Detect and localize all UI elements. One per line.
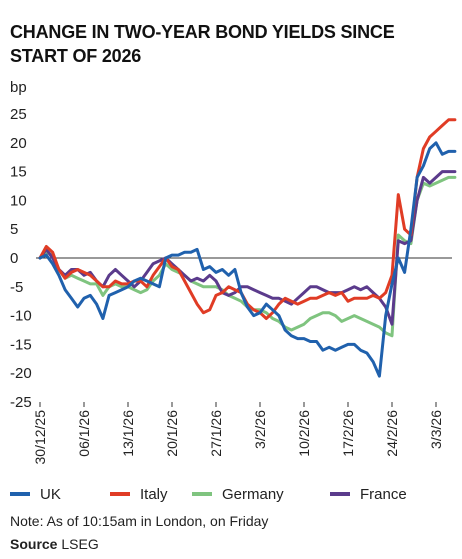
legend: UK Italy Germany France (10, 484, 450, 504)
source-label: Source (10, 536, 58, 552)
y-tick-label: -10 (10, 308, 32, 325)
x-tick-label: 24/2/26 (384, 410, 400, 457)
legend-label-france: France (360, 485, 407, 503)
legend-item-germany: Germany (192, 484, 284, 504)
y-tick-label: 5 (10, 221, 18, 238)
x-tick-label: 10/2/26 (296, 410, 312, 457)
x-tick-label: 30/12/25 (32, 410, 48, 465)
chart-note: Note: As of 10:15am in London, on Friday (10, 513, 269, 529)
legend-item-italy: Italy (110, 484, 168, 504)
legend-item-uk: UK (10, 484, 61, 504)
legend-label-uk: UK (40, 485, 61, 503)
y-tick-label: 25 (10, 106, 27, 123)
legend-item-france: France (330, 484, 407, 504)
x-tick-label: 27/1/26 (208, 410, 224, 457)
y-tick-label: 0 (10, 250, 18, 267)
chart-source: Source LSEG (10, 536, 99, 552)
y-tick-label: -5 (10, 279, 23, 296)
y-tick-label: -20 (10, 365, 32, 382)
x-tick-label: 3/2/26 (252, 410, 268, 449)
x-tick-label: 06/1/26 (76, 410, 92, 457)
legend-swatch-italy (110, 492, 130, 496)
y-tick-label: -25 (10, 394, 32, 411)
y-tick-label: -15 (10, 336, 32, 353)
series-line-france (38, 170, 457, 326)
legend-label-germany: Germany (222, 485, 284, 503)
x-tick-label: 17/2/26 (340, 410, 356, 457)
y-tick-label: 10 (10, 192, 27, 209)
x-tick-label: 13/1/26 (120, 410, 136, 457)
legend-swatch-germany (192, 492, 212, 496)
y-tick-label: 15 (10, 164, 27, 181)
legend-swatch-uk (10, 492, 30, 496)
legend-swatch-france (330, 492, 350, 496)
series-line-uk (38, 141, 457, 378)
legend-label-italy: Italy (140, 485, 168, 503)
chart-title: CHANGE IN TWO-YEAR BOND YIELDS SINCE STA… (10, 22, 395, 66)
x-tick-label: 3/3/26 (428, 410, 444, 449)
source-value: LSEG (61, 536, 99, 552)
x-tick-label: 20/1/26 (164, 410, 180, 457)
series-line-italy (38, 118, 457, 320)
y-tick-label: 20 (10, 135, 27, 152)
y-axis-unit-label: bp (10, 79, 27, 96)
